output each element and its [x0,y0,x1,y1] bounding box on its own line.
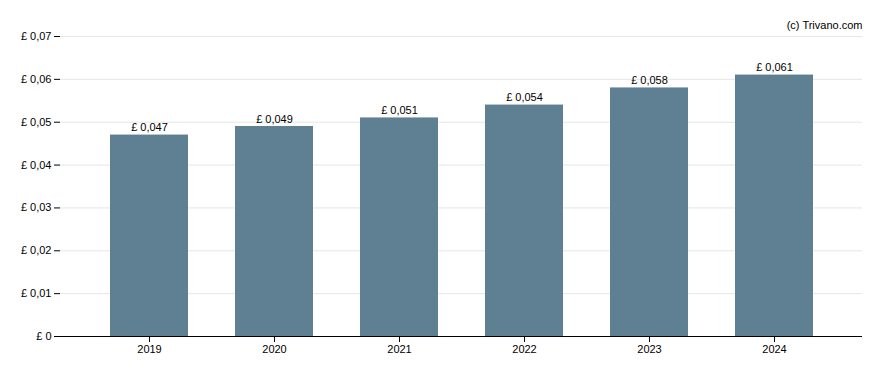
svg-text:2020: 2020 [262,343,286,355]
svg-text:£ 0,047: £ 0,047 [131,121,168,133]
svg-text:£ 0,05: £ 0,05 [21,116,52,128]
svg-text:(c) Trivano.com: (c) Trivano.com [787,19,863,31]
svg-text:2019: 2019 [137,343,161,355]
svg-text:£ 0,054: £ 0,054 [506,91,543,103]
svg-text:£ 0: £ 0 [36,330,51,342]
svg-text:2023: 2023 [637,343,661,355]
svg-text:£ 0,04: £ 0,04 [21,159,52,171]
svg-text:2021: 2021 [387,343,411,355]
svg-text:£ 0,06: £ 0,06 [21,73,52,85]
svg-text:£ 0,07: £ 0,07 [21,30,52,42]
svg-text:£ 0,049: £ 0,049 [256,113,293,125]
svg-text:£ 0,03: £ 0,03 [21,201,52,213]
svg-text:£ 0,02: £ 0,02 [21,244,52,256]
svg-text:£ 0,051: £ 0,051 [381,104,418,116]
svg-text:2024: 2024 [762,343,786,355]
svg-text:£ 0,058: £ 0,058 [631,74,668,86]
svg-text:£ 0,061: £ 0,061 [756,61,793,73]
svg-text:2022: 2022 [512,343,536,355]
svg-text:£ 0,01: £ 0,01 [21,287,52,299]
